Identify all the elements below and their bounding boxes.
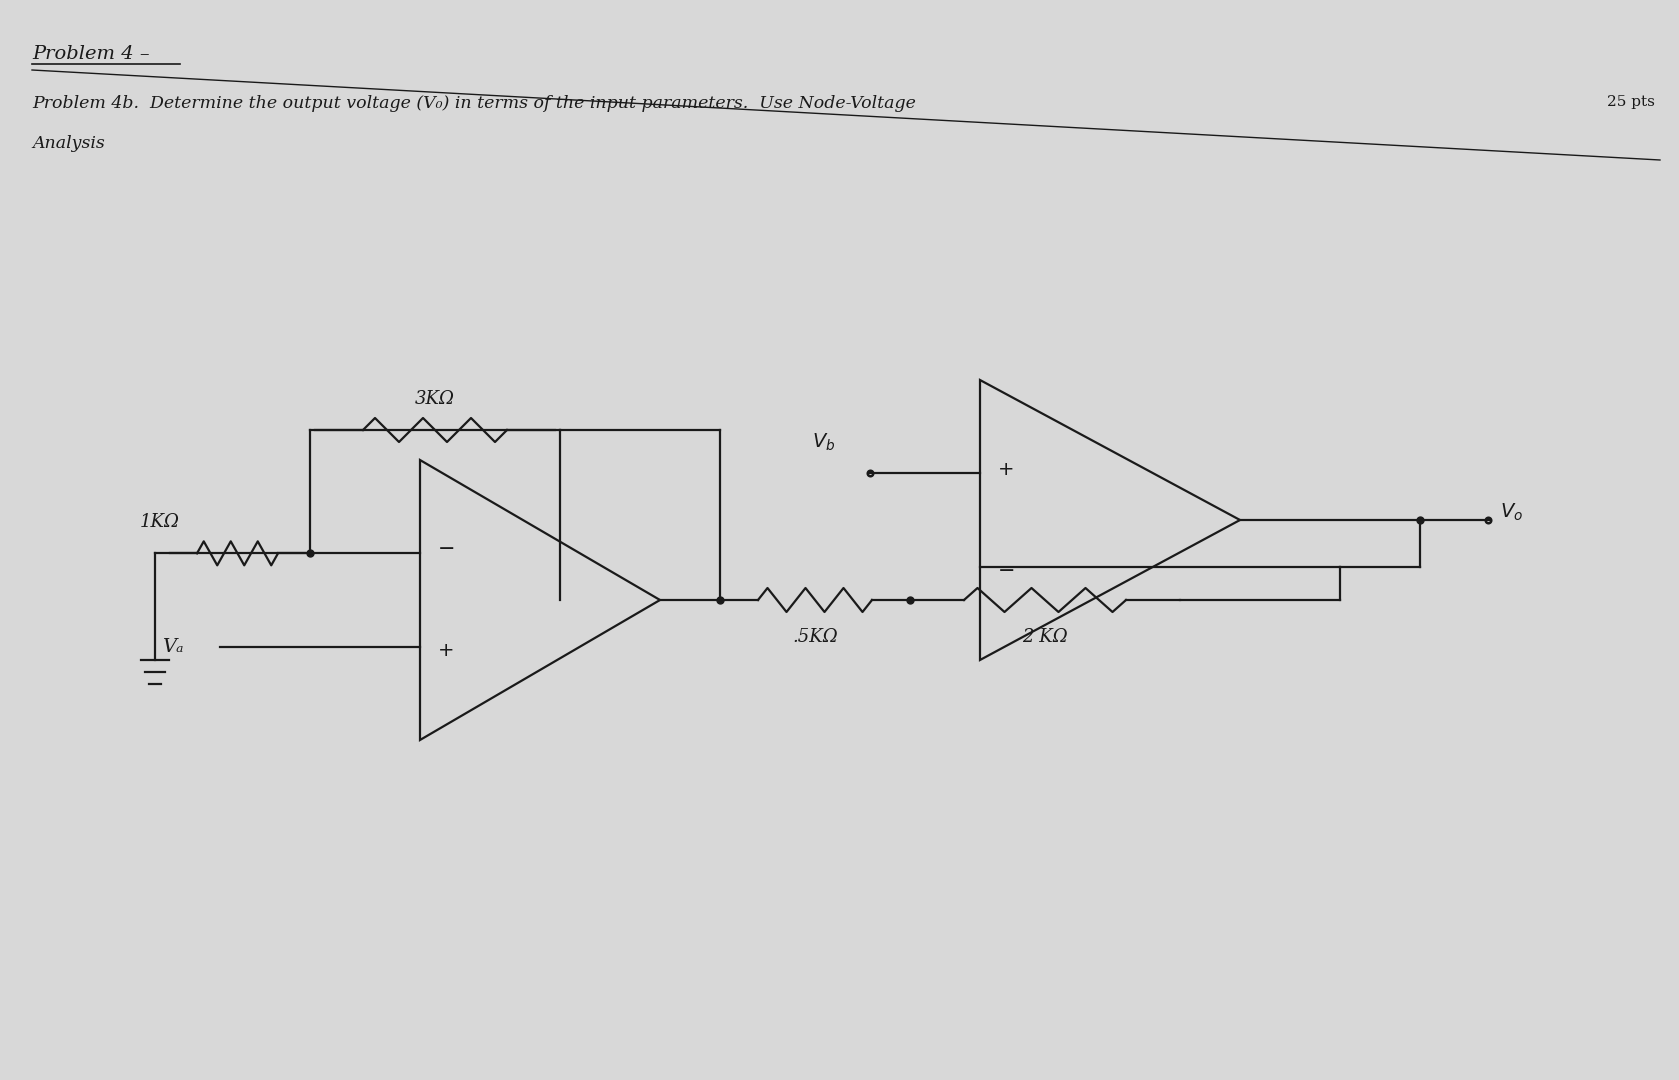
Text: .5KΩ: .5KΩ [792, 627, 838, 646]
Text: 1KΩ: 1KΩ [139, 513, 180, 531]
Text: −: − [438, 539, 455, 559]
Text: Problem 4 –: Problem 4 – [32, 45, 149, 63]
Text: 25 pts: 25 pts [1607, 95, 1655, 109]
Text: 2 KΩ: 2 KΩ [1023, 627, 1068, 646]
Text: +: + [997, 460, 1014, 478]
Text: −: − [997, 561, 1016, 581]
Text: +: + [438, 642, 455, 660]
Text: Vₐ: Vₐ [161, 637, 183, 656]
Text: Problem 4b.  Determine the output voltage (V₀) in terms of the input parameters.: Problem 4b. Determine the output voltage… [32, 95, 915, 112]
Text: 3KΩ: 3KΩ [415, 390, 455, 408]
Text: Analysis: Analysis [32, 135, 104, 152]
Text: $V_o$: $V_o$ [1499, 501, 1523, 523]
Text: $V_b$: $V_b$ [811, 432, 834, 454]
